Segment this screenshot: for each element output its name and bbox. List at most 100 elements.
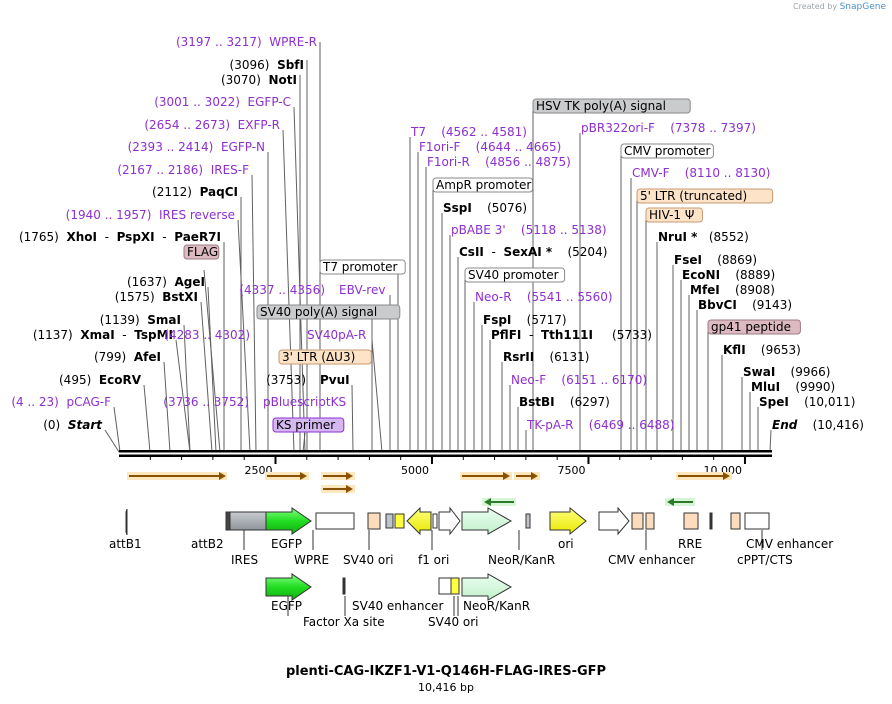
factor-xa-feature [342, 577, 346, 595]
annotations-ires-rev: (1940 .. 1957) IRES reverse [66, 208, 235, 222]
sv40-enhancer-feature [438, 577, 452, 595]
egfp-feature [265, 507, 312, 535]
label-box-flag: FLAG [183, 244, 220, 260]
annotations-bstxi: (1575) BstXI [115, 290, 198, 304]
feature-label-boxes: FLAG T7 promoter EBV-rev SV40 poly(A) signa… [183, 98, 801, 433]
right_labels-fsei: FseI (8869) [674, 253, 757, 267]
right_labels-pflfi: PflFI - Tth111I (5733) [491, 328, 652, 342]
annotations-smai: (1139) SmaI [100, 313, 181, 327]
right_labels-f1ori-f: F1ori-F (4644 .. 4665) [419, 140, 561, 154]
label-box-cmv-promoter: CMV promoter [620, 143, 714, 159]
cmv-enhancer-label: CMV enhancer [608, 553, 695, 567]
neor-kanr-label: NeoR/KanR [488, 553, 555, 567]
ltr3-feature [367, 512, 381, 530]
snapgene-credit: Created by SnapGene [793, 2, 886, 12]
right_labels-f1ori-r: F1ori-R (4856 .. 4875) [427, 155, 571, 169]
egfp-2-label: EGFP [271, 599, 302, 613]
ori-feature [549, 506, 587, 536]
svg-text:CMV promoter: CMV promoter [624, 144, 711, 158]
annotations-start: (0) Start [43, 418, 103, 432]
label-box-sv40polya: SV40 poly(A) signal [256, 304, 401, 320]
primer-arrow-4 [321, 485, 355, 493]
primer-arrow-6 [514, 472, 540, 480]
annotations-sv40pa-r-pos: (4283 .. 4302) [164, 328, 250, 342]
f1-ori-feature [406, 506, 432, 536]
right_labels-mlui: MluI (9990) [751, 380, 835, 394]
right_labels-spei: SpeI (10,011) [759, 395, 855, 409]
cppt-cts-label: cPPT/CTS [737, 553, 793, 567]
egfp-label: EGFP [271, 537, 302, 551]
primer-arrow-rev-1 [482, 498, 516, 506]
tick-label-7500: 7500 [557, 464, 585, 477]
primer-arrows [127, 472, 732, 506]
right_labels-bbvci: BbvCI (9143) [698, 298, 792, 312]
annotations-noti: (3070) NotI [221, 73, 297, 87]
ruler-ticks: 2500 5000 7500 10,000 [149, 457, 746, 477]
right_labels-kfli: KflI (9653) [723, 343, 801, 357]
svg-text:SV40pA-R: SV40pA-R [307, 328, 366, 342]
credit-prefix: Created by [793, 2, 838, 11]
cppt-feature [730, 512, 741, 530]
cmv-enhancer-feature [598, 506, 630, 536]
label-box-t7-promoter: T7 promoter [319, 259, 406, 275]
svg-text:HSV TK poly(A) signal: HSV TK poly(A) signal [536, 99, 666, 113]
svg-text:HIV-1 Ψ: HIV-1 Ψ [649, 208, 694, 222]
right_labels-csii: CsII - SexAI * (5204) [459, 245, 607, 259]
sv40-enhancer-label: SV40 enhancer [352, 599, 443, 613]
label-box-hsv-tk: HSV TK poly(A) signal [532, 98, 691, 114]
annotations-ires-f: (2167 .. 2186) IRES-F [117, 163, 249, 177]
right_labels-pbr322ori-f: pBR322ori-F (7378 .. 7397) [581, 121, 756, 135]
svg-text:AmpR promoter: AmpR promoter [436, 178, 531, 192]
right_labels-cmv-f: CMV-F (8110 .. 8130) [632, 166, 770, 180]
svg-text:EBV-rev: EBV-rev [339, 283, 385, 297]
annotations-egfp-n: (2393 .. 2414) EGFP-N [128, 140, 265, 154]
annotations-pvui-pos: (3753) [266, 373, 306, 387]
svg-text:KS primer: KS primer [276, 418, 335, 432]
right_labels-t7: T7 (4562 .. 4581) [410, 125, 527, 139]
svg-text:PvuI: PvuI [320, 373, 350, 387]
right_labels-swai: SwaI (9966) [743, 365, 830, 379]
right_labels-end: End (10,416) [772, 418, 864, 432]
right_labels-sspi: SspI (5076) [443, 201, 527, 215]
right_labels-fspi: FspI (5717) [483, 313, 567, 327]
label-box-ks-primer: KS primer [272, 417, 345, 433]
right_labels-neo-r: Neo-R (5541 .. 5560) [475, 290, 613, 304]
label-box-sv40-promoter: SV40 promoter [464, 267, 566, 283]
feature-labels: attB1 attB2 IRES EGFP WPRE SV40 ori f1 o… [109, 530, 833, 629]
svg-text:3' LTR (ΔU3): 3' LTR (ΔU3) [282, 350, 355, 364]
svg-text:FLAG: FLAG [187, 245, 218, 259]
right_labels-neo-f: Neo-F (6151 .. 6170) [511, 373, 647, 387]
label-box-ebv-rev: EBV-rev [339, 283, 385, 297]
svg-text:5' LTR (truncated): 5' LTR (truncated) [640, 189, 747, 203]
cmv-enhancer-2-label: CMV enhancer [746, 537, 833, 551]
annotations-pbs-ks-pos: (3736 .. 3752) [163, 395, 249, 409]
egfp-2-feature [265, 573, 312, 601]
label-box-pvui: PvuI [320, 373, 350, 387]
annotations-wpre-r: (3197 .. 3217) WPRE-R [176, 35, 317, 49]
label-box-ltr3: 3' LTR (ΔU3) [278, 349, 372, 365]
tick-label-5000: 5000 [401, 464, 429, 477]
svg-text:gp41 peptide: gp41 peptide [711, 320, 791, 334]
snapgene-logo: SnapGene [839, 2, 886, 12]
left-site-labels: (3197 .. 3217) WPRE-R (3096) SbfI(3070) N… [11, 35, 325, 432]
annotations-agei: (1637) AgeI [127, 275, 205, 289]
annotations-pcag-f: (4 .. 23) pCAG-F [11, 395, 111, 409]
attb2-label: attB2 [191, 537, 224, 551]
feature-track [125, 506, 770, 601]
rre-feature [683, 512, 699, 530]
attb2-feature [225, 511, 231, 531]
annotations-exfp-r: (2654 .. 2673) EXFP-R [144, 118, 280, 132]
right_labels-nrui: NruI * (8552) [658, 230, 749, 244]
plasmid-title: plenti-CAG-IKZF1-V1-Q146H-FLAG-IRES-GFP [285, 664, 607, 679]
annotations-ecorv: (495) EcoRV [59, 373, 142, 387]
wpre-feature [315, 512, 355, 530]
ires-feature [229, 511, 267, 531]
right_labels-econi: EcoNI (8889) [682, 268, 775, 282]
plasmid-length: 10,416 bp [418, 681, 474, 694]
right-site-labels: T7 (4562 .. 4581)F1ori-F (4644 .. 4665)F… [410, 121, 864, 432]
sv40-ori-feature [394, 513, 405, 529]
right_labels-mfei: MfeI (8908) [690, 283, 775, 297]
hiv1psi-feature [645, 512, 655, 530]
hsv-tk-feature [525, 513, 531, 529]
